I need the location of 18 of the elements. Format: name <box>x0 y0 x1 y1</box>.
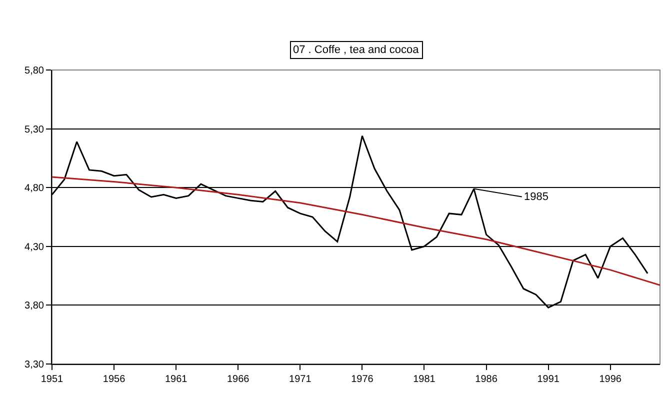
x-tick-label: 1956 <box>102 374 126 385</box>
chart-title: 07 . Coffe , tea and cocoa <box>293 44 420 56</box>
y-tick-label: 3,30 <box>24 360 44 370</box>
x-tick-label: 1996 <box>599 374 622 385</box>
x-tick-label: 1951 <box>40 374 64 385</box>
annotation: 1985 <box>524 191 548 203</box>
x-tick-label: 1961 <box>164 374 188 385</box>
x-tick-label: 1986 <box>475 374 498 385</box>
y-tick-label: 5,80 <box>24 66 44 76</box>
x-tick-label: 1971 <box>289 374 312 385</box>
x-tick-label: 1966 <box>226 374 250 385</box>
y-tick-label: 4,30 <box>24 242 44 253</box>
x-tick-label: 1976 <box>351 374 374 385</box>
y-tick-label: 4,80 <box>24 183 44 194</box>
x-tick-label: 1981 <box>413 374 436 385</box>
y-tick-label: 3,80 <box>24 300 44 312</box>
y-tick-label: 5,30 <box>24 124 44 136</box>
x-tick-label: 1991 <box>537 374 560 385</box>
